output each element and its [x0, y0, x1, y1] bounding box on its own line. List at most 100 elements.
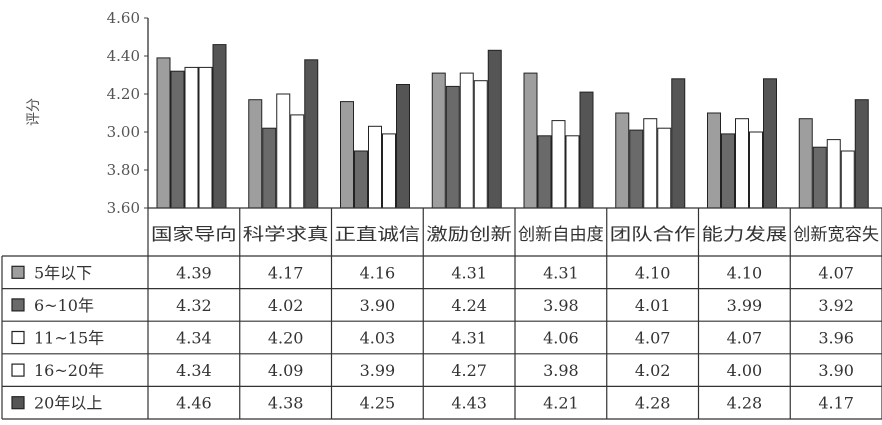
- bar: [565, 135, 580, 209]
- table-cell-value: 4.02: [268, 296, 304, 315]
- y-tick-label: 3.60: [107, 199, 140, 217]
- bar: [170, 70, 185, 209]
- bar: [304, 59, 319, 209]
- bar: [707, 112, 721, 209]
- bar: [657, 127, 672, 209]
- table-cell-value: 4.34: [176, 329, 212, 348]
- bar: [629, 129, 644, 209]
- table-cell-value: 4.16: [360, 263, 396, 282]
- table-cell-value: 4.39: [176, 263, 212, 282]
- bar: [643, 118, 658, 209]
- table-cell-value: 4.07: [727, 329, 763, 348]
- bar: [473, 80, 488, 209]
- bar: [396, 84, 410, 209]
- bar: [854, 99, 869, 209]
- legend-label: 6~10年: [34, 296, 94, 315]
- table-cell-value: 4.34: [176, 361, 212, 380]
- y-axis-title: 评分: [26, 98, 42, 126]
- table-cell-value: 4.00: [727, 361, 763, 380]
- bar: [840, 150, 855, 209]
- bar: [749, 131, 763, 209]
- category-label: 创新自由度: [518, 225, 604, 245]
- table-cell-value: 4.09: [268, 361, 304, 380]
- bar: [248, 99, 263, 209]
- table-cell-value: 3.99: [727, 296, 763, 315]
- bar: [459, 72, 474, 209]
- table-cell-value: 4.28: [635, 394, 671, 413]
- category-label: 科学求真: [243, 225, 329, 245]
- table-cell-value: 3.90: [818, 361, 854, 380]
- table-cell-value: 4.38: [268, 394, 304, 413]
- legend-swatch: [11, 396, 25, 410]
- bar: [826, 139, 841, 209]
- table-cell-value: 4.06: [543, 329, 579, 348]
- table-cell-value: 4.07: [818, 263, 854, 282]
- bar: [551, 120, 566, 209]
- legend-swatch: [11, 298, 25, 312]
- bar: [382, 133, 396, 209]
- category-label: 国家导向: [151, 225, 237, 245]
- bar: [523, 72, 538, 209]
- category-label: 激励创新: [426, 225, 512, 245]
- legend-label: 5年以下: [34, 263, 92, 282]
- category-label: 能力发展: [702, 225, 788, 245]
- table-cell-value: 4.46: [176, 394, 212, 413]
- table-cell-value: 3.96: [818, 329, 854, 348]
- y-tick-label: 4.60: [107, 9, 140, 27]
- bar: [184, 66, 199, 209]
- table-cell-value: 3.98: [543, 296, 579, 315]
- bar: [763, 78, 777, 209]
- bar: [340, 101, 354, 209]
- table-cell-value: 3.92: [818, 296, 854, 315]
- bar: [812, 146, 827, 209]
- table-cell-value: 4.10: [727, 263, 763, 282]
- table-cell-value: 4.24: [451, 296, 487, 315]
- bar: [735, 118, 749, 209]
- table-cell-value: 4.20: [268, 329, 304, 348]
- category-label: 团队合作: [610, 225, 696, 245]
- bar: [354, 150, 368, 209]
- category-label: 创新宽容失: [793, 225, 879, 245]
- table-cell-value: 4.27: [451, 361, 487, 380]
- bar: [198, 66, 213, 209]
- table-cell-value: 4.01: [635, 296, 671, 315]
- bar: [445, 85, 460, 209]
- bar: [156, 57, 171, 209]
- bar: [368, 125, 382, 209]
- bar: [487, 49, 502, 209]
- table-cell-value: 4.28: [727, 394, 763, 413]
- legend-label: 20年以上: [34, 394, 102, 413]
- y-axis-ticks: 4.60 4.40 4.20 3.00 3.80 3.60: [107, 9, 148, 217]
- table-cell-value: 4.32: [176, 296, 212, 315]
- table-cell-value: 4.31: [451, 329, 487, 348]
- legend-swatch: [11, 363, 25, 377]
- table-cell-value: 4.17: [268, 263, 304, 282]
- table-cell-value: 3.98: [543, 361, 579, 380]
- bar: [721, 133, 735, 209]
- bar: [537, 135, 552, 209]
- legend-label: 11~15年: [34, 329, 104, 348]
- bar: [212, 44, 227, 209]
- table-cell-value: 4.21: [543, 394, 579, 413]
- table-cell-value: 4.31: [451, 263, 487, 282]
- table-cell-value: 4.25: [360, 394, 396, 413]
- y-tick-label: 4.20: [107, 85, 140, 103]
- legend-swatch: [11, 330, 25, 345]
- table-cell-value: 4.31: [543, 263, 579, 282]
- bar: [262, 127, 277, 209]
- table-cell-value: 3.99: [360, 361, 396, 380]
- table-cell-value: 4.03: [360, 329, 396, 348]
- table-cell-value: 3.90: [360, 296, 396, 315]
- legend-swatch: [11, 265, 25, 279]
- plot-area: [147, 18, 869, 209]
- legend-label: 16~20年: [34, 361, 104, 380]
- category-label: 正直诚信: [335, 225, 421, 245]
- data-table: 国家导向 科学求真 正直诚信 激励创新 创新自由度 团队合作 能力发展 创新宽容失 5年以下 4.…: [1, 207, 882, 420]
- bar: [671, 78, 686, 209]
- table-cell-value: 4.43: [451, 394, 487, 413]
- bar: [579, 91, 594, 209]
- y-tick-label: 3.00: [107, 123, 140, 141]
- y-tick-label: 4.40: [107, 47, 140, 65]
- bar: [615, 112, 630, 209]
